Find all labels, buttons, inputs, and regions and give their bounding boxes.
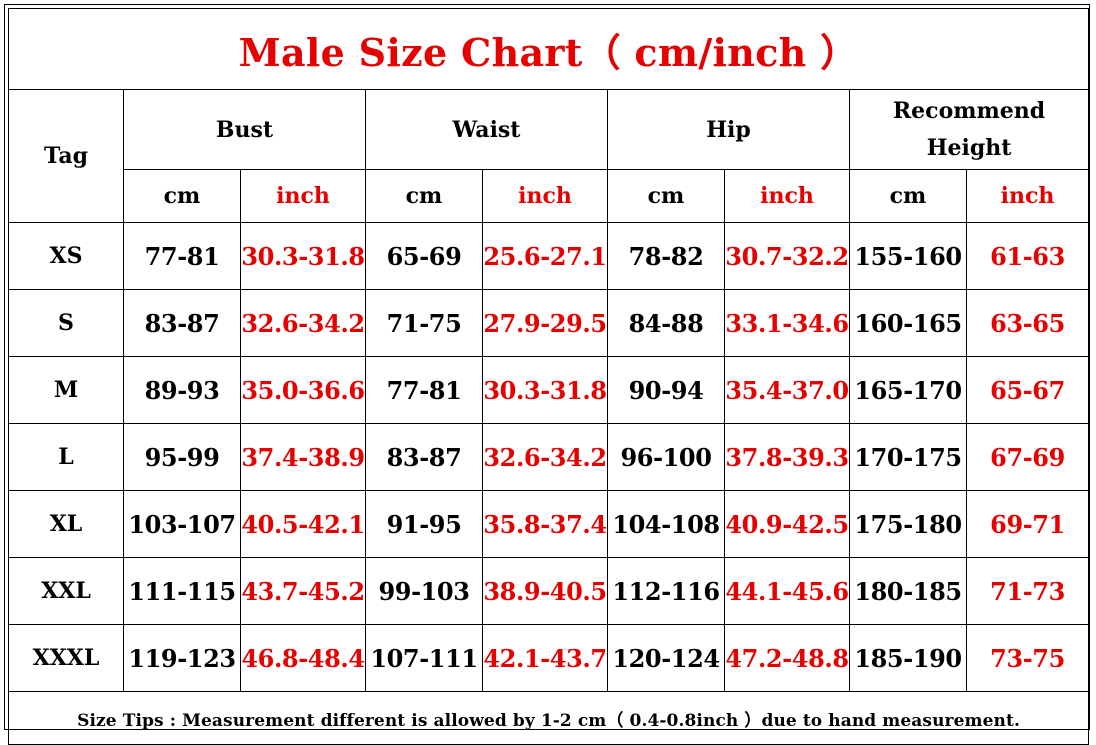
bust-cm-value: 77-81 — [123, 222, 241, 290]
waist-cm-value: 83-87 — [365, 423, 483, 491]
waist-cm-value: 77-81 — [365, 356, 483, 424]
hip-inch-value: 37.8-39.3 — [724, 423, 850, 491]
recommend-height-header: Recommend Height — [848, 89, 1090, 170]
hip-header: Hip — [607, 89, 850, 170]
bust-inch-value: 35.0-36.6 — [240, 356, 366, 424]
recommend-height-line1: Recommend — [892, 97, 1046, 124]
bust-inch-value: 32.6-34.2 — [240, 289, 366, 357]
size-tag: XS — [8, 222, 124, 290]
table-row: XXL 111-115 43.7-45.2 99-103 38.9-40.5 1… — [8, 557, 1090, 625]
height-cm-value: 165-170 — [849, 356, 967, 424]
size-tag: XXL — [8, 557, 124, 625]
hip-inch-unit: inch — [724, 169, 850, 223]
height-inch-value: 71-73 — [965, 557, 1090, 625]
height-cm-unit: cm — [849, 169, 967, 223]
waist-inch-unit: inch — [482, 169, 608, 223]
hip-cm-value: 104-108 — [607, 490, 725, 558]
size-tag: S — [8, 289, 124, 357]
waist-cm-value: 65-69 — [365, 222, 483, 290]
table-row: S 83-87 32.6-34.2 71-75 27.9-29.5 84-88 … — [8, 289, 1090, 357]
waist-inch-value: 38.9-40.5 — [482, 557, 608, 625]
hip-cm-value: 78-82 — [607, 222, 725, 290]
size-tips: Size Tips : Measurement different is all… — [7, 691, 1090, 745]
bust-header: Bust — [123, 89, 366, 170]
hip-cm-value: 120-124 — [607, 624, 725, 692]
height-cm-value: 175-180 — [849, 490, 967, 558]
hip-cm-unit: cm — [607, 169, 725, 223]
height-inch-value: 63-65 — [965, 289, 1090, 357]
height-cm-value: 155-160 — [849, 222, 967, 290]
size-tag: XXXL — [8, 624, 124, 692]
bust-inch-value: 30.3-31.8 — [240, 222, 366, 290]
bust-cm-value: 89-93 — [123, 356, 241, 424]
bust-cm-unit: cm — [123, 169, 241, 223]
waist-inch-value: 32.6-34.2 — [482, 423, 608, 491]
bust-inch-value: 37.4-38.9 — [240, 423, 366, 491]
title-cell: Male Size Chart（ cm/inch ） — [7, 8, 1090, 90]
height-inch-value: 61-63 — [965, 222, 1090, 290]
hip-cm-value: 112-116 — [607, 557, 725, 625]
waist-inch-value: 42.1-43.7 — [482, 624, 608, 692]
table-row: XS 77-81 30.3-31.8 65-69 25.6-27.1 78-82… — [8, 222, 1090, 290]
height-cm-value: 180-185 — [849, 557, 967, 625]
table-row: M 89-93 35.0-36.6 77-81 30.3-31.8 90-94 … — [8, 356, 1090, 424]
bust-inch-value: 46.8-48.4 — [240, 624, 366, 692]
height-cm-value: 170-175 — [849, 423, 967, 491]
hip-inch-value: 40.9-42.5 — [724, 490, 850, 558]
hip-cm-value: 96-100 — [607, 423, 725, 491]
hip-inch-value: 44.1-45.6 — [724, 557, 850, 625]
height-inch-unit: inch — [965, 169, 1090, 223]
hip-cm-value: 84-88 — [607, 289, 725, 357]
waist-cm-value: 107-111 — [365, 624, 483, 692]
waist-inch-value: 25.6-27.1 — [482, 222, 608, 290]
hip-inch-value: 30.7-32.2 — [724, 222, 850, 290]
waist-inch-value: 27.9-29.5 — [482, 289, 608, 357]
bust-cm-value: 103-107 — [123, 490, 241, 558]
bust-cm-value: 111-115 — [123, 557, 241, 625]
waist-inch-value: 35.8-37.4 — [482, 490, 608, 558]
height-inch-value: 67-69 — [965, 423, 1090, 491]
waist-cm-value: 71-75 — [365, 289, 483, 357]
recommend-height-line2: Height — [926, 134, 1012, 161]
waist-cm-value: 91-95 — [365, 490, 483, 558]
bust-inch-unit: inch — [240, 169, 366, 223]
waist-inch-value: 30.3-31.8 — [482, 356, 608, 424]
tag-header: Tag — [8, 89, 124, 223]
size-tag: M — [8, 356, 124, 424]
bust-cm-value: 95-99 — [123, 423, 241, 491]
hip-inch-value: 47.2-48.8 — [724, 624, 850, 692]
bust-cm-value: 119-123 — [123, 624, 241, 692]
bust-inch-value: 43.7-45.2 — [240, 557, 366, 625]
hip-inch-value: 33.1-34.6 — [724, 289, 850, 357]
table-row: XXXL 119-123 46.8-48.4 107-111 42.1-43.7… — [8, 624, 1090, 692]
waist-cm-value: 99-103 — [365, 557, 483, 625]
size-tag: L — [8, 423, 124, 491]
table-row: L 95-99 37.4-38.9 83-87 32.6-34.2 96-100… — [8, 423, 1090, 491]
size-tag: XL — [8, 490, 124, 558]
table-row: XL 103-107 40.5-42.1 91-95 35.8-37.4 104… — [8, 490, 1090, 558]
height-inch-value: 65-67 — [965, 356, 1090, 424]
size-chart-table: Male Size Chart（ cm/inch ） Tag Bust Wais… — [7, 8, 1090, 745]
waist-header: Waist — [365, 89, 608, 170]
height-inch-value: 69-71 — [965, 490, 1090, 558]
chart-title: Male Size Chart（ cm/inch ） — [238, 29, 859, 75]
size-chart-frame: Male Size Chart（ cm/inch ） Tag Bust Wais… — [4, 4, 1090, 745]
bust-inch-value: 40.5-42.1 — [240, 490, 366, 558]
hip-cm-value: 90-94 — [607, 356, 725, 424]
height-cm-value: 185-190 — [849, 624, 967, 692]
height-cm-value: 160-165 — [849, 289, 967, 357]
hip-inch-value: 35.4-37.0 — [724, 356, 850, 424]
height-inch-value: 73-75 — [965, 624, 1090, 692]
waist-cm-unit: cm — [365, 169, 483, 223]
bust-cm-value: 83-87 — [123, 289, 241, 357]
